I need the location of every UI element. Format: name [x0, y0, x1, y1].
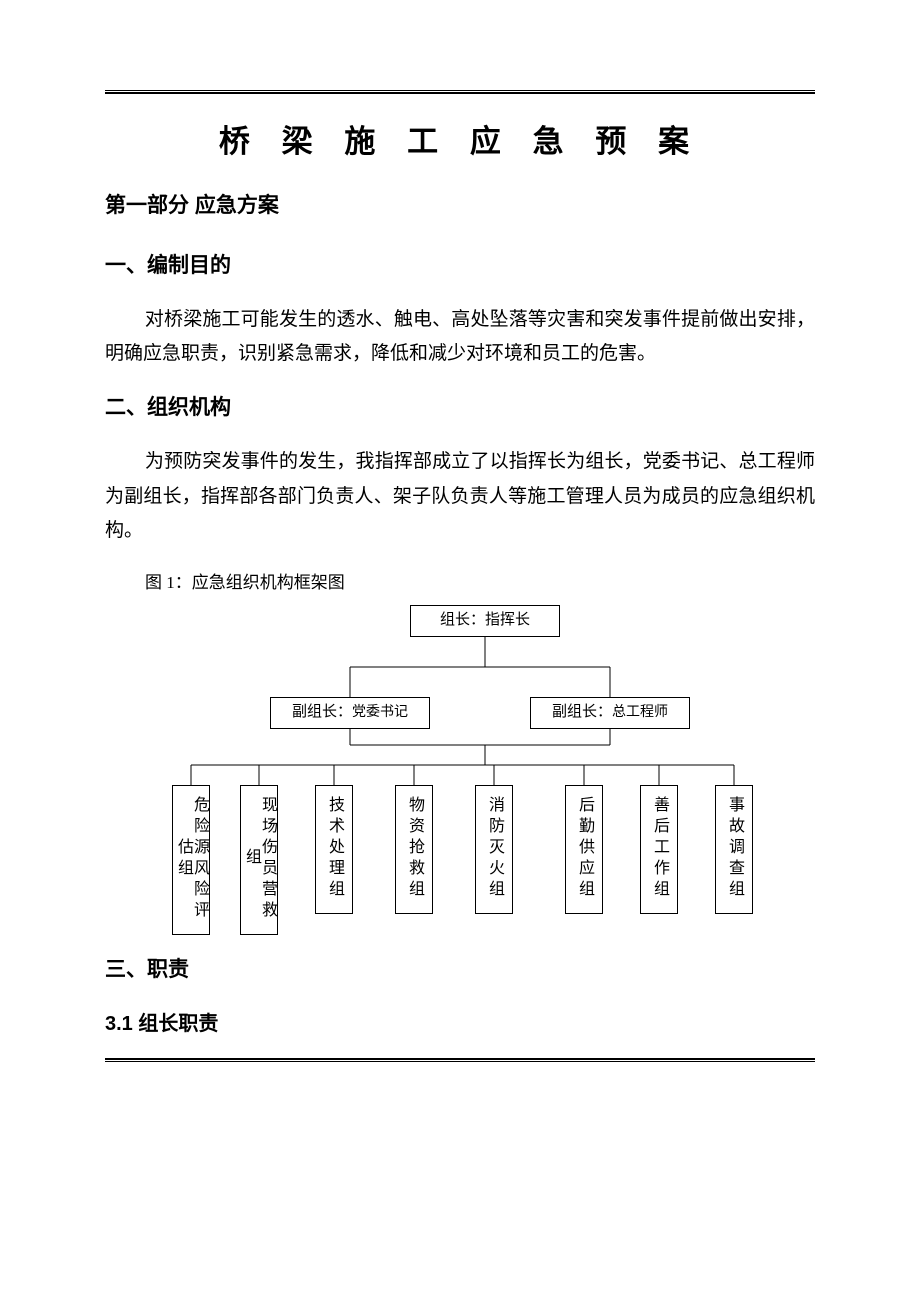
- org-node-dep2: 副组长：总工程师: [530, 697, 690, 729]
- page-title: 桥 梁 施 工 应 急 预 案: [105, 116, 815, 161]
- org-node-leaf5: 消防灭火组: [475, 785, 513, 914]
- figure-1-caption: 图 1：应急组织机构框架图: [145, 568, 815, 593]
- org-node-leaf7: 善后工作组: [640, 785, 678, 914]
- org-node-dep1: 副组长：党委书记: [270, 697, 430, 729]
- org-node-leaf6: 后勤供应组: [565, 785, 603, 914]
- section-3-heading: 三、职责: [105, 953, 815, 983]
- org-node-leaf1: 危险源风险评估组: [172, 785, 210, 935]
- footer-rule: [105, 1058, 815, 1062]
- org-node-leaf8: 事故调查组: [715, 785, 753, 914]
- org-node-leaf3: 技术处理组: [315, 785, 353, 914]
- header-rule: [105, 90, 815, 94]
- org-chart-edges: [110, 605, 810, 935]
- section-3-1-heading: 3.1 组长职责: [105, 1007, 815, 1036]
- section-2-heading: 二、组织机构: [105, 391, 815, 421]
- section-1-body: 对桥梁施工可能发生的透水、触电、高处坠落等灾害和突发事件提前做出安排，明确应急职…: [105, 303, 815, 371]
- org-node-leaf4: 物资抢救组: [395, 785, 433, 914]
- section-1-heading: 一、编制目的: [105, 249, 815, 279]
- org-node-leaf2: 现场伤员营救组: [240, 785, 278, 935]
- part-heading: 第一部分 应急方案: [105, 189, 815, 219]
- org-node-root: 组长：指挥长: [410, 605, 560, 637]
- org-chart: 组长：指挥长副组长：党委书记 副组长：总工程师危险源风险评估组现场伤员营救组技术处…: [110, 605, 810, 935]
- section-2-body: 为预防突发事件的发生，我指挥部成立了以指挥长为组长，党委书记、总工程师为副组长，…: [105, 445, 815, 548]
